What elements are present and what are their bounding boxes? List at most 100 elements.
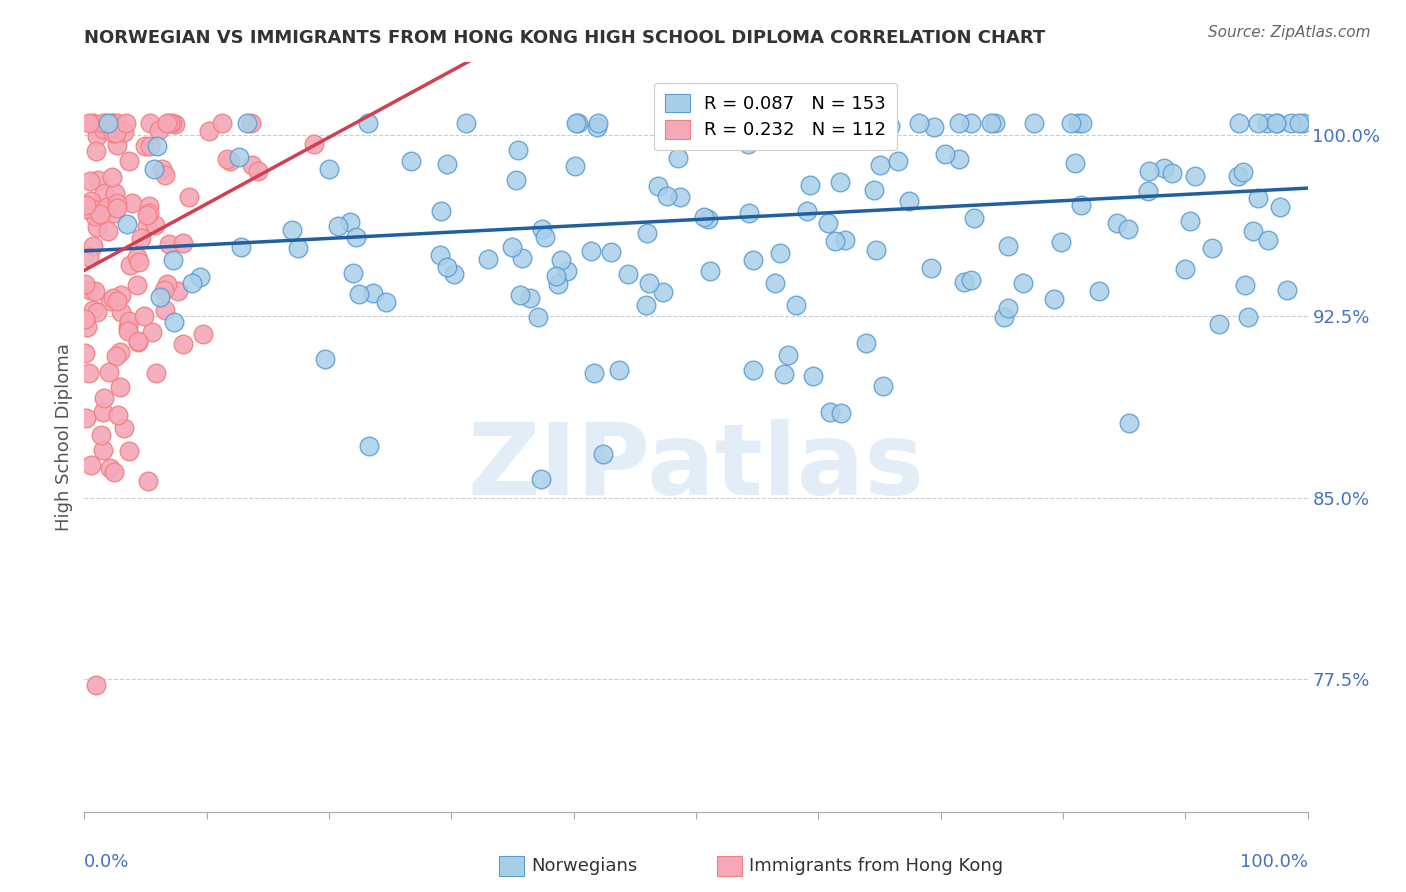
Point <box>586 116 609 130</box>
Point <box>1275 283 1298 297</box>
Point <box>89 206 111 220</box>
Point <box>1137 184 1160 198</box>
Point <box>167 284 190 298</box>
Point <box>112 421 135 435</box>
Point <box>1241 224 1264 238</box>
Point <box>980 116 1002 130</box>
Point <box>430 203 453 218</box>
Point <box>115 217 138 231</box>
Point <box>1233 278 1256 293</box>
Point <box>763 276 786 290</box>
Point <box>443 267 465 281</box>
Point <box>165 117 187 131</box>
Point <box>1288 116 1310 130</box>
Point <box>1265 116 1288 130</box>
Point <box>533 229 555 244</box>
Point <box>97 365 120 379</box>
Point <box>96 200 118 214</box>
Point <box>128 254 150 268</box>
Point <box>318 161 340 176</box>
Point <box>1174 261 1197 276</box>
Point <box>776 348 799 362</box>
Point <box>215 152 238 166</box>
Point <box>519 291 541 305</box>
Point <box>138 199 160 213</box>
Point <box>887 153 910 168</box>
Point <box>146 138 169 153</box>
Point <box>737 136 759 151</box>
Point <box>141 326 163 340</box>
Point <box>824 234 846 248</box>
Point <box>1247 116 1270 130</box>
Point <box>86 219 108 234</box>
Point <box>1264 116 1286 130</box>
Point <box>80 458 103 472</box>
Point <box>359 439 381 453</box>
Point <box>582 366 605 380</box>
Point <box>436 260 458 275</box>
Point <box>121 195 143 210</box>
Point <box>477 252 499 266</box>
Point <box>509 288 531 302</box>
Point <box>1153 161 1175 175</box>
Point <box>1063 156 1085 170</box>
Point <box>138 138 160 153</box>
Point <box>801 369 824 384</box>
Point <box>97 116 120 130</box>
Point <box>349 287 371 301</box>
Point <box>699 263 721 277</box>
Point <box>236 116 259 130</box>
Point <box>155 303 177 318</box>
Point <box>1237 310 1260 324</box>
Point <box>90 428 112 442</box>
Point <box>135 208 157 222</box>
Point <box>742 362 765 376</box>
Point <box>429 247 451 261</box>
Point <box>149 290 172 304</box>
Point <box>960 273 983 287</box>
Point <box>115 116 138 130</box>
Point <box>83 209 105 223</box>
Point <box>117 324 139 338</box>
Point <box>190 270 212 285</box>
Point <box>163 316 186 330</box>
Point <box>105 201 128 215</box>
Point <box>1060 116 1083 130</box>
Point <box>138 206 160 220</box>
Point <box>738 206 761 220</box>
Point <box>131 231 153 245</box>
Point <box>564 159 586 173</box>
Point <box>557 264 579 278</box>
Point <box>1088 284 1111 298</box>
Text: Source: ZipAtlas.com: Source: ZipAtlas.com <box>1208 25 1371 40</box>
Point <box>75 277 97 291</box>
Point <box>1227 116 1250 130</box>
Point <box>112 125 135 139</box>
Point <box>655 189 678 203</box>
Point <box>1050 235 1073 249</box>
Point <box>87 173 110 187</box>
Point <box>75 311 97 326</box>
Point <box>302 137 325 152</box>
Point <box>922 120 945 134</box>
Point <box>127 277 149 292</box>
Point <box>920 260 942 275</box>
Point <box>544 268 567 283</box>
Point <box>666 151 689 165</box>
Point <box>1184 169 1206 183</box>
Point <box>879 119 901 133</box>
Point <box>145 218 167 232</box>
Text: ZIPatlas: ZIPatlas <box>468 418 924 516</box>
Point <box>530 222 553 236</box>
Point <box>157 236 180 251</box>
Point <box>93 442 115 457</box>
Point <box>145 366 167 380</box>
Point <box>79 174 101 188</box>
Point <box>796 204 818 219</box>
Point <box>527 310 550 324</box>
Point <box>84 144 107 158</box>
Point <box>1042 292 1064 306</box>
Point <box>155 168 177 182</box>
Point <box>86 304 108 318</box>
Point <box>1070 198 1092 212</box>
